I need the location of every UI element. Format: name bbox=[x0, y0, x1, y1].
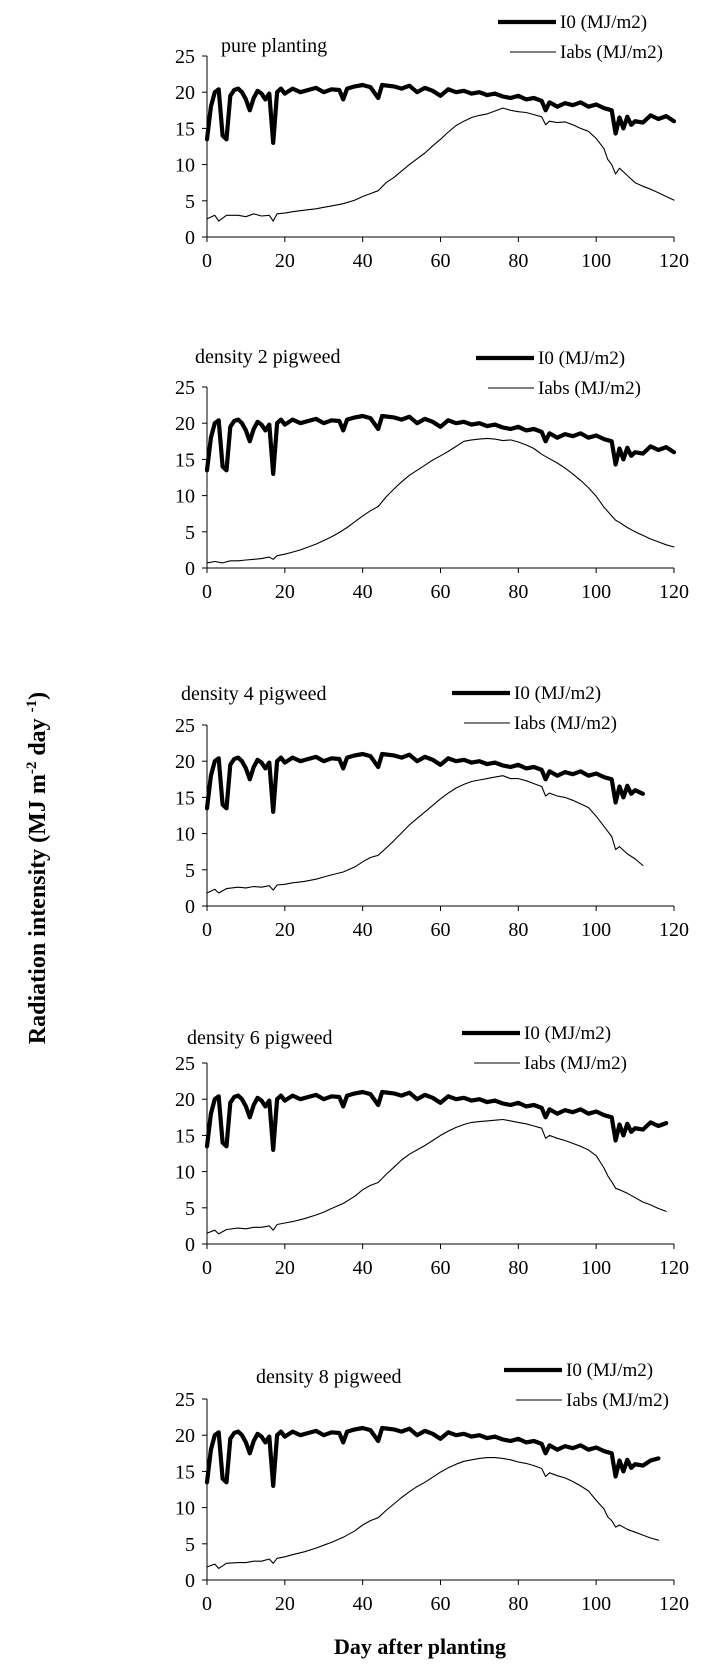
chart5-x-tick-label: 60 bbox=[431, 1593, 451, 1615]
chart5-x-tick-label: 20 bbox=[275, 1593, 295, 1615]
chart5-series-iabs-line bbox=[206, 1457, 659, 1569]
chart2-y-tick-label: 5 bbox=[185, 522, 195, 544]
chart1-legend-label-i0: I0 (MJ/m2) bbox=[560, 12, 647, 33]
chart3-y-tick-label: 25 bbox=[175, 715, 195, 737]
chart3-x-tick-label: 80 bbox=[508, 919, 528, 941]
chart3-y-tick-label: 10 bbox=[175, 824, 195, 846]
chart2-series-iabs-line bbox=[206, 437, 675, 564]
chart3-x-tick-label: 40 bbox=[353, 919, 373, 941]
chart5-series-i0-line bbox=[204, 1425, 661, 1488]
chart3-x-tick-label: 120 bbox=[659, 919, 689, 941]
chart3-title: density 4 pigweed bbox=[181, 683, 327, 705]
chart3-series-iabs-line bbox=[206, 775, 644, 894]
chart1-y-tick-label: 0 bbox=[185, 227, 195, 249]
chart4-x-tick-label: 0 bbox=[202, 1257, 212, 1279]
chart2-y-tick-label: 10 bbox=[175, 486, 195, 508]
chart4-y-tick-label: 20 bbox=[175, 1089, 195, 1111]
chart5-y-tick-label: 10 bbox=[175, 1498, 195, 1520]
y-axis-title-close: ) bbox=[25, 691, 51, 700]
chart3-legend-label-iabs: Iabs (MJ/m2) bbox=[514, 713, 617, 734]
chart2-x-tick-label: 40 bbox=[353, 581, 373, 603]
chart1-legend-label-iabs: Iabs (MJ/m2) bbox=[560, 42, 663, 63]
chart4-y-tick-label: 5 bbox=[185, 1198, 195, 1220]
x-axis-title: Day after planting bbox=[334, 1634, 506, 1659]
chart1-x-tick-label: 80 bbox=[508, 250, 528, 272]
chart3-y-tick-label: 0 bbox=[185, 896, 195, 918]
chart1-series-iabs-line bbox=[206, 107, 675, 222]
chart3-y-tick-label: 15 bbox=[175, 787, 195, 809]
chart5-x-tick-label: 0 bbox=[202, 1593, 212, 1615]
chart4-y-tick-label: 0 bbox=[185, 1234, 195, 1256]
chart3-x-tick-label: 0 bbox=[202, 919, 212, 941]
chart2-x-tick-label: 80 bbox=[508, 581, 528, 603]
chart1-x-tick-label: 120 bbox=[659, 250, 689, 272]
chart2-x-tick-label: 0 bbox=[202, 581, 212, 603]
chart4-series-iabs-line bbox=[206, 1118, 667, 1235]
y-axis-title-mid: day bbox=[25, 712, 51, 762]
chart2-x-tick-label: 100 bbox=[581, 581, 611, 603]
chart4-title: density 6 pigweed bbox=[187, 1027, 333, 1049]
chart3-x-tick-label: 60 bbox=[431, 919, 451, 941]
chart2-y-tick-label: 20 bbox=[175, 413, 195, 435]
chart5-y-tick-label: 20 bbox=[175, 1425, 195, 1447]
chart4-x-tick-label: 100 bbox=[581, 1257, 611, 1279]
chart4-y-tick-label: 25 bbox=[175, 1053, 195, 1075]
chart1-y-tick-label: 15 bbox=[175, 118, 195, 140]
chart5-legend-label-iabs: Iabs (MJ/m2) bbox=[566, 1390, 669, 1411]
chart5-x-tick-label: 120 bbox=[659, 1593, 689, 1615]
chart3-legend-label-i0: I0 (MJ/m2) bbox=[514, 683, 601, 704]
chart2-x-tick-label: 20 bbox=[275, 581, 295, 603]
chart2-legend-label-iabs: Iabs (MJ/m2) bbox=[538, 378, 641, 399]
chart1-y-tick-label: 10 bbox=[175, 155, 195, 177]
chart4-y-tick-label: 15 bbox=[175, 1125, 195, 1147]
chart1-series-i0-line bbox=[204, 82, 677, 145]
chart4-x-tick-label: 20 bbox=[275, 1257, 295, 1279]
chart3-x-tick-label: 100 bbox=[581, 919, 611, 941]
chart5-legend-label-i0: I0 (MJ/m2) bbox=[566, 1360, 653, 1381]
chart5-y-tick-label: 5 bbox=[185, 1534, 195, 1556]
chart1-x-tick-label: 0 bbox=[202, 250, 212, 272]
chart2-series-i0-line bbox=[204, 413, 677, 476]
chart3-series-i0-line bbox=[204, 751, 645, 814]
chart1-title: pure planting bbox=[221, 35, 327, 57]
chart4-x-tick-label: 120 bbox=[659, 1257, 689, 1279]
chart1-x-tick-label: 100 bbox=[581, 250, 611, 272]
chart1-x-tick-label: 60 bbox=[431, 250, 451, 272]
y-axis-title: Radiation intensity (MJ m-2 day -1) bbox=[24, 692, 52, 1044]
chart1-x-tick-label: 20 bbox=[275, 250, 295, 272]
chart1-y-tick-label: 25 bbox=[175, 46, 195, 68]
chart5-y-tick-label: 25 bbox=[175, 1389, 195, 1411]
y-axis-title-main: Radiation intensity (MJ m bbox=[25, 774, 51, 1045]
chart2-legend-label-i0: I0 (MJ/m2) bbox=[538, 348, 625, 369]
chart4-series-i0-line bbox=[204, 1089, 669, 1152]
chart2-y-tick-label: 15 bbox=[175, 449, 195, 471]
chart4-legend-label-i0: I0 (MJ/m2) bbox=[524, 1023, 611, 1044]
chart2-x-tick-label: 60 bbox=[431, 581, 451, 603]
y-axis-title-exponent-1: -2 bbox=[24, 761, 40, 775]
chart3-y-tick-label: 20 bbox=[175, 751, 195, 773]
chart1-x-tick-label: 40 bbox=[353, 250, 373, 272]
chart5-y-tick-label: 0 bbox=[185, 1570, 195, 1592]
chart5-x-tick-label: 40 bbox=[353, 1593, 373, 1615]
chart5-x-tick-label: 80 bbox=[508, 1593, 528, 1615]
chart4-y-tick-label: 10 bbox=[175, 1162, 195, 1184]
y-axis-title-exponent-2: -1 bbox=[24, 699, 40, 713]
chart4-x-tick-label: 40 bbox=[353, 1257, 373, 1279]
chart4-legend-label-iabs: Iabs (MJ/m2) bbox=[524, 1053, 627, 1074]
chart3-x-tick-label: 20 bbox=[275, 919, 295, 941]
chart2-y-tick-label: 25 bbox=[175, 377, 195, 399]
chart4-x-tick-label: 60 bbox=[431, 1257, 451, 1279]
chart5-y-tick-label: 15 bbox=[175, 1461, 195, 1483]
chart1-y-tick-label: 5 bbox=[185, 191, 195, 213]
chart5-title: density 8 pigweed bbox=[256, 1366, 402, 1388]
chart1-y-tick-label: 20 bbox=[175, 82, 195, 104]
chart3-y-tick-label: 5 bbox=[185, 860, 195, 882]
chart2-x-tick-label: 120 bbox=[659, 581, 689, 603]
chart2-title: density 2 pigweed bbox=[195, 346, 341, 368]
chart5-x-tick-label: 100 bbox=[581, 1593, 611, 1615]
chart4-x-tick-label: 80 bbox=[508, 1257, 528, 1279]
chart2-y-tick-label: 0 bbox=[185, 558, 195, 580]
